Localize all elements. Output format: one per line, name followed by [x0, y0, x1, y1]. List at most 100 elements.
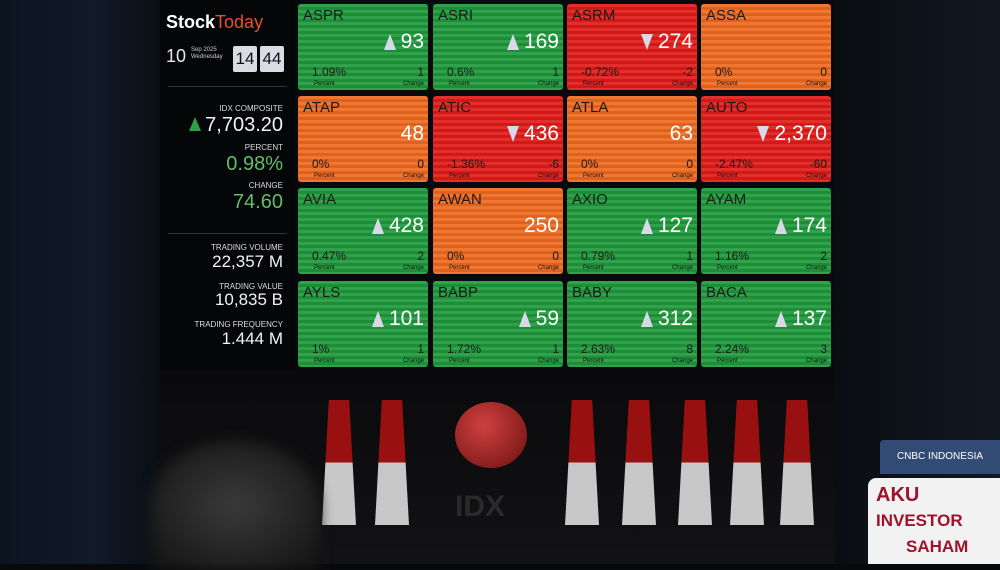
percent-caption: Percent	[449, 81, 470, 87]
percent: 0%	[312, 157, 330, 171]
price: 436	[506, 122, 559, 146]
price: 59	[518, 307, 559, 331]
percent-caption: Percent	[449, 173, 470, 179]
idx-globe-logo	[455, 402, 527, 468]
price: 169	[506, 30, 559, 54]
change: 0	[417, 157, 424, 171]
divider	[168, 86, 287, 87]
ticker: BABY	[572, 284, 613, 301]
date-day: 10	[166, 46, 187, 66]
up-arrow-icon	[383, 34, 396, 51]
price: 63	[669, 122, 693, 145]
percent-caption: Percent	[583, 173, 604, 179]
ticker: ATAP	[303, 99, 340, 116]
stock-tile-avia: AVIA 428 0.47% 2 Percent Change	[298, 188, 428, 274]
price: 2,370	[757, 122, 827, 146]
stock-tile-asrm: ASRM 274 -0.72% -2 Percent Change	[567, 4, 697, 90]
percent: 0.47%	[312, 249, 347, 263]
up-arrow-icon	[189, 117, 202, 131]
percent: 2.24%	[715, 342, 750, 356]
change: -2	[682, 65, 693, 79]
flag	[730, 400, 764, 525]
change-caption: Change	[671, 81, 693, 87]
price: 312	[640, 307, 693, 331]
change: 1	[417, 342, 424, 356]
stock-tile-baca: BACA 137 2.24% 3 Percent Change	[701, 281, 831, 367]
up-arrow-icon	[371, 311, 384, 328]
change-caption: Change	[537, 265, 559, 271]
stock-tile-aspr: ASPR 93 1.09% 1 Percent Change	[298, 4, 428, 90]
change: -60	[809, 157, 827, 171]
blurred-person	[150, 440, 320, 570]
up-arrow-icon	[640, 311, 653, 328]
percent-caption: Percent	[314, 358, 335, 364]
divider	[168, 233, 287, 234]
percent-caption: Percent	[583, 265, 604, 271]
ticker: ASRM	[572, 7, 616, 24]
price: 48	[400, 122, 424, 145]
percent: -2.47%	[715, 157, 754, 171]
change: 1	[417, 65, 424, 79]
change-caption: Change	[671, 173, 693, 179]
change-caption: Change	[402, 173, 424, 179]
stock-tile-axio: AXIO 127 0.79% 1 Percent Change	[567, 188, 697, 274]
ticker: AWAN	[438, 191, 482, 208]
stock-tile-atap: ATAP 48 0% 0 Percent Change	[298, 96, 428, 182]
stock-tile-baby: BABY 312 2.63% 8 Percent Change	[567, 281, 697, 367]
percent-caption: Percent	[717, 81, 738, 87]
percent: 0%	[715, 65, 733, 79]
ticker: AYAM	[706, 191, 747, 208]
percent-caption: Percent	[449, 358, 470, 364]
volume-label: TRADING VOLUME	[210, 243, 283, 252]
ticker: ATLA	[572, 99, 609, 116]
percent: -1.36%	[447, 157, 486, 171]
ticker: AYLS	[303, 284, 341, 301]
change-caption: Change	[805, 173, 827, 179]
change: 0	[552, 249, 559, 263]
change-caption: Change	[537, 81, 559, 87]
up-arrow-icon	[774, 218, 787, 235]
percent: 0.6%	[447, 65, 475, 79]
change: 1	[552, 65, 559, 79]
percent: 1.16%	[715, 249, 750, 263]
percent-caption: Percent	[717, 173, 738, 179]
index-value: 7,703.20	[189, 114, 283, 137]
percent-label: PERCENT	[244, 143, 283, 152]
up-arrow-icon	[506, 34, 519, 51]
percent: 1.09%	[312, 65, 347, 79]
ticker: ATIC	[438, 99, 472, 116]
change-caption: Change	[671, 265, 693, 271]
stock-tile-atla: ATLA 63 0% 0 Percent Change	[567, 96, 697, 182]
volume-value: 22,357 M	[212, 252, 283, 271]
change-label: CHANGE	[248, 181, 283, 190]
flag	[780, 400, 814, 525]
ticker: AVIA	[303, 191, 337, 208]
promo-logo: AKU INVESTOR SAHAM	[868, 478, 1000, 564]
change-caption: Change	[805, 265, 827, 271]
idx-lettering: IDX	[455, 490, 506, 523]
date-sub: Sep 2025 Wednesday	[191, 47, 223, 60]
price: 250	[523, 214, 559, 237]
change-caption: Change	[402, 81, 424, 87]
change-caption: Change	[402, 265, 424, 271]
percent: 1%	[312, 342, 330, 356]
flag	[622, 400, 656, 525]
down-arrow-icon	[757, 126, 770, 143]
price: 127	[640, 214, 693, 238]
change-value: 74.60	[232, 191, 283, 213]
price: 93	[383, 30, 424, 54]
change-caption: Change	[805, 81, 827, 87]
change: 0	[686, 157, 693, 171]
stock-tile-auto: AUTO 2,370 -2.47% -60 Percent Change	[701, 96, 831, 182]
stocktoday-logo: StockToday	[166, 12, 264, 32]
price: 274	[640, 30, 693, 54]
change: 0	[820, 65, 827, 79]
ticker: ASPR	[303, 7, 344, 24]
change-caption: Change	[537, 358, 559, 364]
ticker: AXIO	[572, 191, 608, 208]
price: 174	[774, 214, 827, 238]
flag	[565, 400, 599, 525]
percent-caption: Percent	[583, 81, 604, 87]
percent-caption: Percent	[314, 173, 335, 179]
change: 3	[820, 342, 827, 356]
